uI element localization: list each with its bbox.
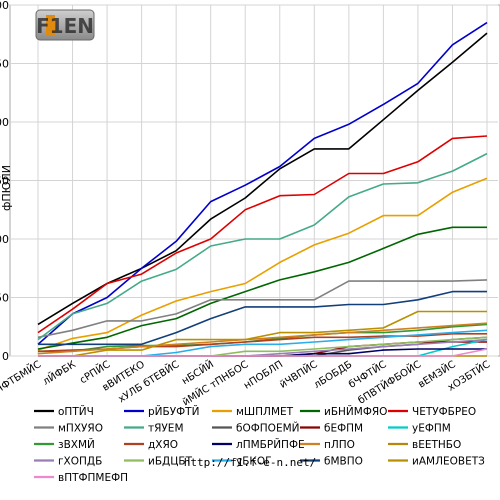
x-tick-label: нПОБЛП (242, 359, 285, 392)
legend-entry: оПТЙЧ (58, 405, 94, 418)
legend-entry: бЕФПМ (324, 423, 363, 435)
legend-entry: ЧЕТУФБРЕО (412, 406, 476, 418)
legend-entry: дХЯО (148, 439, 178, 451)
legend-entry: мШПЛМЕТ (236, 406, 294, 418)
y-tick-label: 50 (0, 292, 9, 305)
series-line (37, 32, 488, 326)
x-tick-label: лЙФБК (40, 357, 78, 387)
svg-text:F1EN: F1EN (36, 14, 94, 38)
legend-entry: тЯУЕМ (148, 423, 184, 435)
y-tick-label: 250 (0, 58, 9, 71)
legend-entry: уЕФПМ (412, 423, 451, 435)
legend-entry: бМВПО (324, 456, 363, 468)
series-line (37, 21, 488, 345)
y-tick-label: 0 (2, 350, 9, 363)
legend-entry: рЙБУФТЙ (148, 405, 199, 418)
series-line (37, 152, 488, 341)
legend-entry: лПМБРЙПФЕ (236, 438, 305, 451)
series-group (37, 21, 488, 357)
series-line (38, 310, 487, 357)
series-line (38, 290, 487, 346)
legend-entry: вЕЕТНБО (412, 439, 461, 451)
legend-entry: вПТФПМЕФП (58, 472, 128, 484)
legend-entry: зВХМЙ (58, 438, 95, 451)
y-tick-label: 150 (0, 175, 9, 188)
series-line (37, 226, 487, 350)
series-line (37, 279, 488, 339)
legend-entry: гХОПДБ (58, 456, 102, 468)
series-line (37, 322, 488, 355)
series-line (37, 135, 488, 334)
x-tick-label: лБОБДБ (312, 359, 354, 391)
y-ticks: 0 50 100 150 200 250 300 (0, 0, 9, 363)
x-tick-label: бЧФТБМЙС (0, 357, 43, 399)
logo: F1EN (35, 9, 95, 41)
legend-entry: пЛПО (324, 439, 355, 451)
y-axis-title: фПЮЛИ (0, 165, 13, 211)
footer-url[interactable]: http://f1.f-e-n.net/ (184, 456, 316, 469)
series-line (38, 348, 488, 357)
legend-entry: иАМЛЕОВЕТЗ (412, 456, 485, 468)
y-tick-label: 300 (0, 0, 9, 12)
legend-entry: уБКОГ (236, 456, 272, 468)
series-line (37, 177, 488, 351)
x-tick-label: йЧВПЙС (277, 357, 320, 390)
y-tick-label: 200 (0, 116, 9, 129)
legend: оПТЙЧ рЙБУФТЙ мШПЛМЕТ иБНЙМФЯО ЧЕТУФБРЕО мПХУ… (34, 405, 485, 484)
legend-entry: иБНЙМФЯО (324, 405, 387, 418)
legend-entry: мПХУЯО (58, 423, 103, 435)
legend-entry: иБДЦБТ (148, 456, 193, 468)
y-tick-label: 100 (0, 233, 9, 246)
legend-entry: бОФПОЕМЙ (236, 422, 300, 435)
